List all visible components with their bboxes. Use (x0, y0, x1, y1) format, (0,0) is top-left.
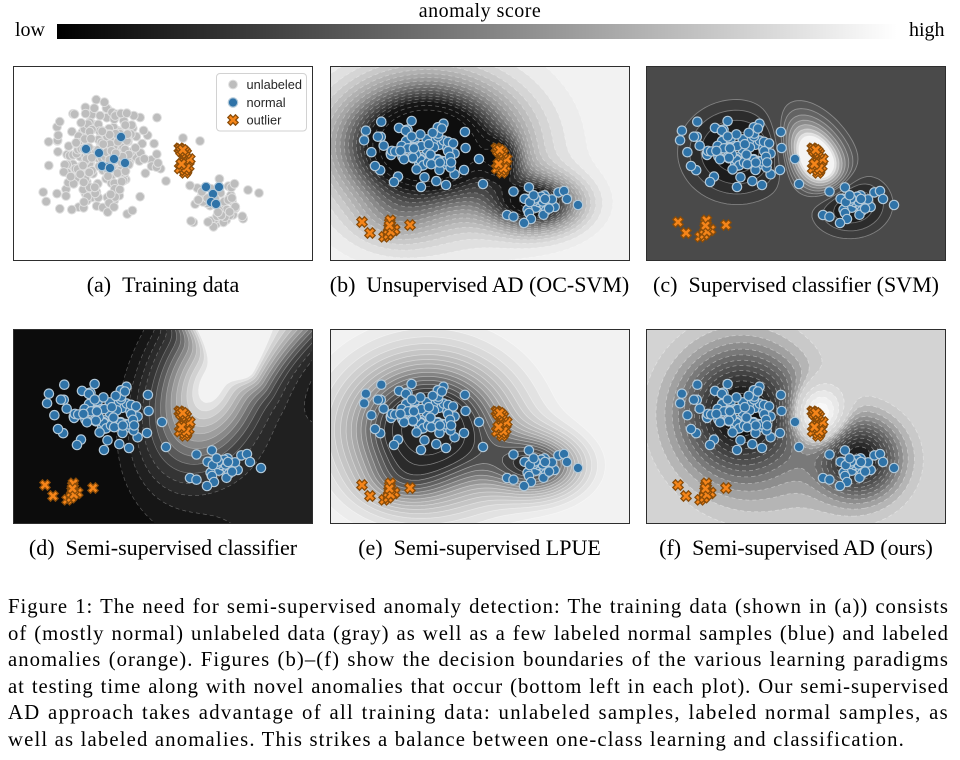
svg-text:outlier: outlier (247, 113, 283, 128)
svg-text:unlabeled: unlabeled (247, 77, 303, 92)
svg-text:normal: normal (247, 95, 286, 110)
